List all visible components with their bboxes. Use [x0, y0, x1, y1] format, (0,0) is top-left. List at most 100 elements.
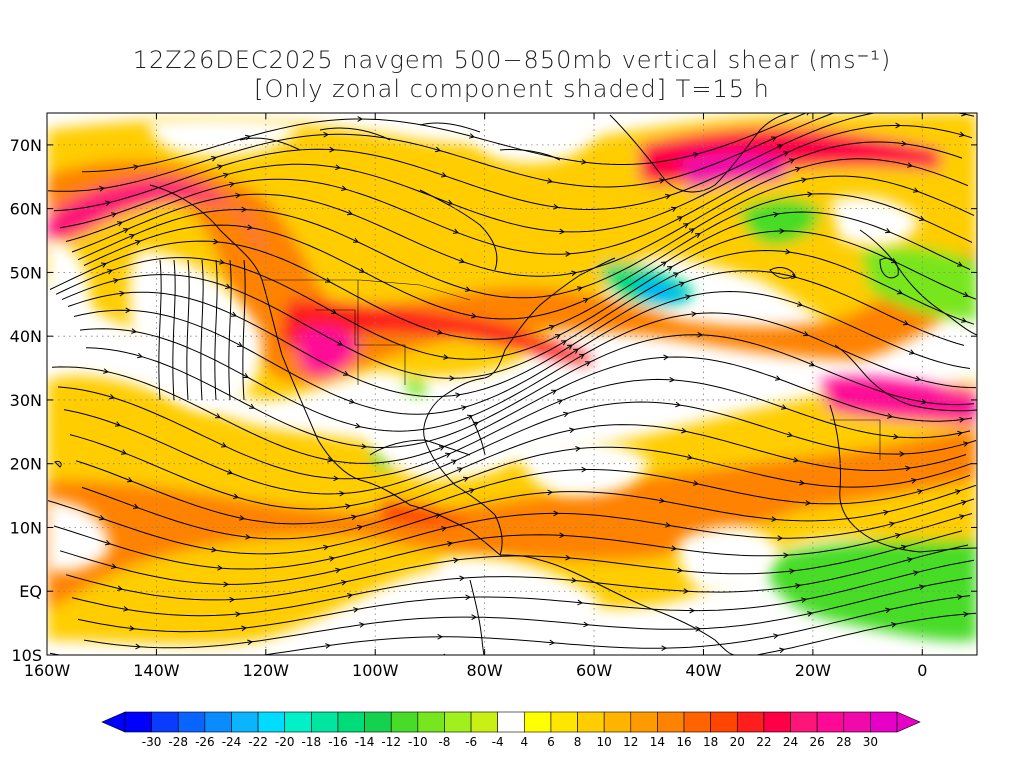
streamline-arrow — [683, 588, 690, 594]
streamline-arrow — [805, 500, 812, 506]
streamline-arrow — [117, 585, 124, 591]
streamline-arrow — [123, 606, 130, 612]
streamline — [944, 93, 976, 96]
streamline-arrow — [956, 261, 963, 267]
streamline-arrow — [807, 191, 814, 198]
streamline-arrow — [890, 258, 897, 264]
colorbar-label: 10 — [597, 735, 612, 749]
streamline-arrow — [245, 534, 252, 540]
streamline-arrow — [361, 443, 368, 450]
streamline-arrow — [355, 422, 362, 429]
streamline-arrow — [229, 596, 236, 603]
low-shear-areas — [47, 117, 920, 650]
streamline-arrow — [691, 311, 698, 317]
lat-label: 10N — [10, 518, 42, 537]
colorbar-box — [444, 711, 472, 733]
colorbar-box — [630, 711, 658, 733]
streamline-arrow — [677, 567, 684, 574]
streamline-arrow — [438, 445, 445, 451]
colorbar-box — [470, 711, 498, 733]
streamline-arrow — [802, 331, 809, 337]
streamline-arrow — [555, 661, 560, 666]
streamline — [865, 474, 971, 503]
streamline-arrow — [681, 427, 688, 434]
streamline-arrow — [775, 375, 781, 381]
streamline-arrow — [665, 522, 672, 528]
streamline-arrow — [331, 659, 336, 664]
streamline-arrow — [111, 212, 117, 218]
streamline-arrow — [901, 140, 908, 147]
streamline-arrow — [109, 393, 115, 400]
streamline-arrow — [565, 554, 572, 561]
streamline-arrow — [895, 122, 902, 129]
colorbar-label: 8 — [574, 735, 582, 749]
streamline-arrow — [807, 611, 814, 617]
streamline — [867, 199, 973, 243]
colorbar-label: -10 — [408, 735, 428, 749]
map-panel — [47, 93, 977, 666]
streamline-arrow — [346, 209, 353, 216]
lat-label: 30N — [10, 391, 42, 410]
streamline — [172, 259, 176, 401]
lat-label: 40N — [10, 327, 42, 346]
lat-label: 60N — [10, 200, 42, 219]
streamline-arrow — [450, 459, 457, 465]
streamline-arrow — [918, 215, 925, 221]
colorbar-label: 30 — [863, 735, 878, 749]
streamline-arrow — [887, 413, 894, 419]
streamline-arrow — [685, 294, 692, 300]
streamline-arrow — [788, 158, 795, 164]
streamline-arrow — [957, 594, 964, 600]
colorbar-label: 14 — [650, 735, 665, 749]
streamline-arrow — [352, 237, 359, 243]
streamline — [955, 113, 975, 117]
streamline-arrow — [795, 583, 802, 589]
streamline-arrow — [553, 204, 560, 210]
streamline-arrow — [327, 457, 334, 463]
streamline — [214, 259, 218, 401]
colorbar-label: 12 — [623, 735, 638, 749]
streamline-arrow — [236, 341, 243, 347]
lon-label: 0 — [917, 661, 927, 680]
streamline-arrow — [342, 370, 349, 376]
colorbar-label: 4 — [520, 735, 528, 749]
streamline-arrow — [447, 541, 454, 547]
streamline-arrow — [217, 164, 223, 170]
streamline-arrow — [783, 552, 790, 559]
streamline-arrow — [884, 227, 891, 234]
streamline-arrow — [359, 622, 366, 628]
streamline-arrow — [217, 564, 224, 571]
streamline-arrow — [669, 376, 676, 383]
colorbar-box — [524, 711, 552, 733]
streamline-arrow — [584, 361, 591, 367]
streamline-arrow — [893, 433, 900, 440]
colorbar-label: -24 — [222, 735, 242, 749]
streamline-arrow — [100, 262, 107, 268]
streamline — [947, 417, 973, 422]
streamline-arrow — [779, 228, 786, 234]
colorbar-label: -6 — [465, 735, 477, 749]
streamline-arrow — [235, 192, 242, 199]
colorbar-label: -26 — [195, 735, 215, 749]
streamline-arrow — [675, 401, 682, 408]
streamline — [753, 113, 808, 136]
streamline-arrow — [347, 593, 354, 599]
streamline-arrow — [241, 625, 248, 632]
streamline-arrow — [682, 223, 689, 229]
streamline-arrow — [572, 348, 579, 354]
streamline-arrow — [248, 403, 255, 409]
colorbar-box — [577, 711, 605, 733]
streamline-arrow — [689, 607, 696, 614]
streamline-arrow — [549, 639, 556, 646]
streamline-arrow — [449, 375, 456, 382]
streamline — [242, 259, 246, 401]
streamline-arrow — [695, 626, 702, 632]
streamline-arrow — [894, 533, 902, 539]
streamline-arrow — [889, 521, 896, 527]
streamline — [945, 257, 971, 270]
colorbar-box — [231, 711, 259, 733]
colorbar-label: 16 — [676, 735, 691, 749]
streamline-arrow — [571, 270, 578, 277]
streamline-arrow — [133, 503, 139, 509]
streamline-arrow — [337, 340, 343, 346]
